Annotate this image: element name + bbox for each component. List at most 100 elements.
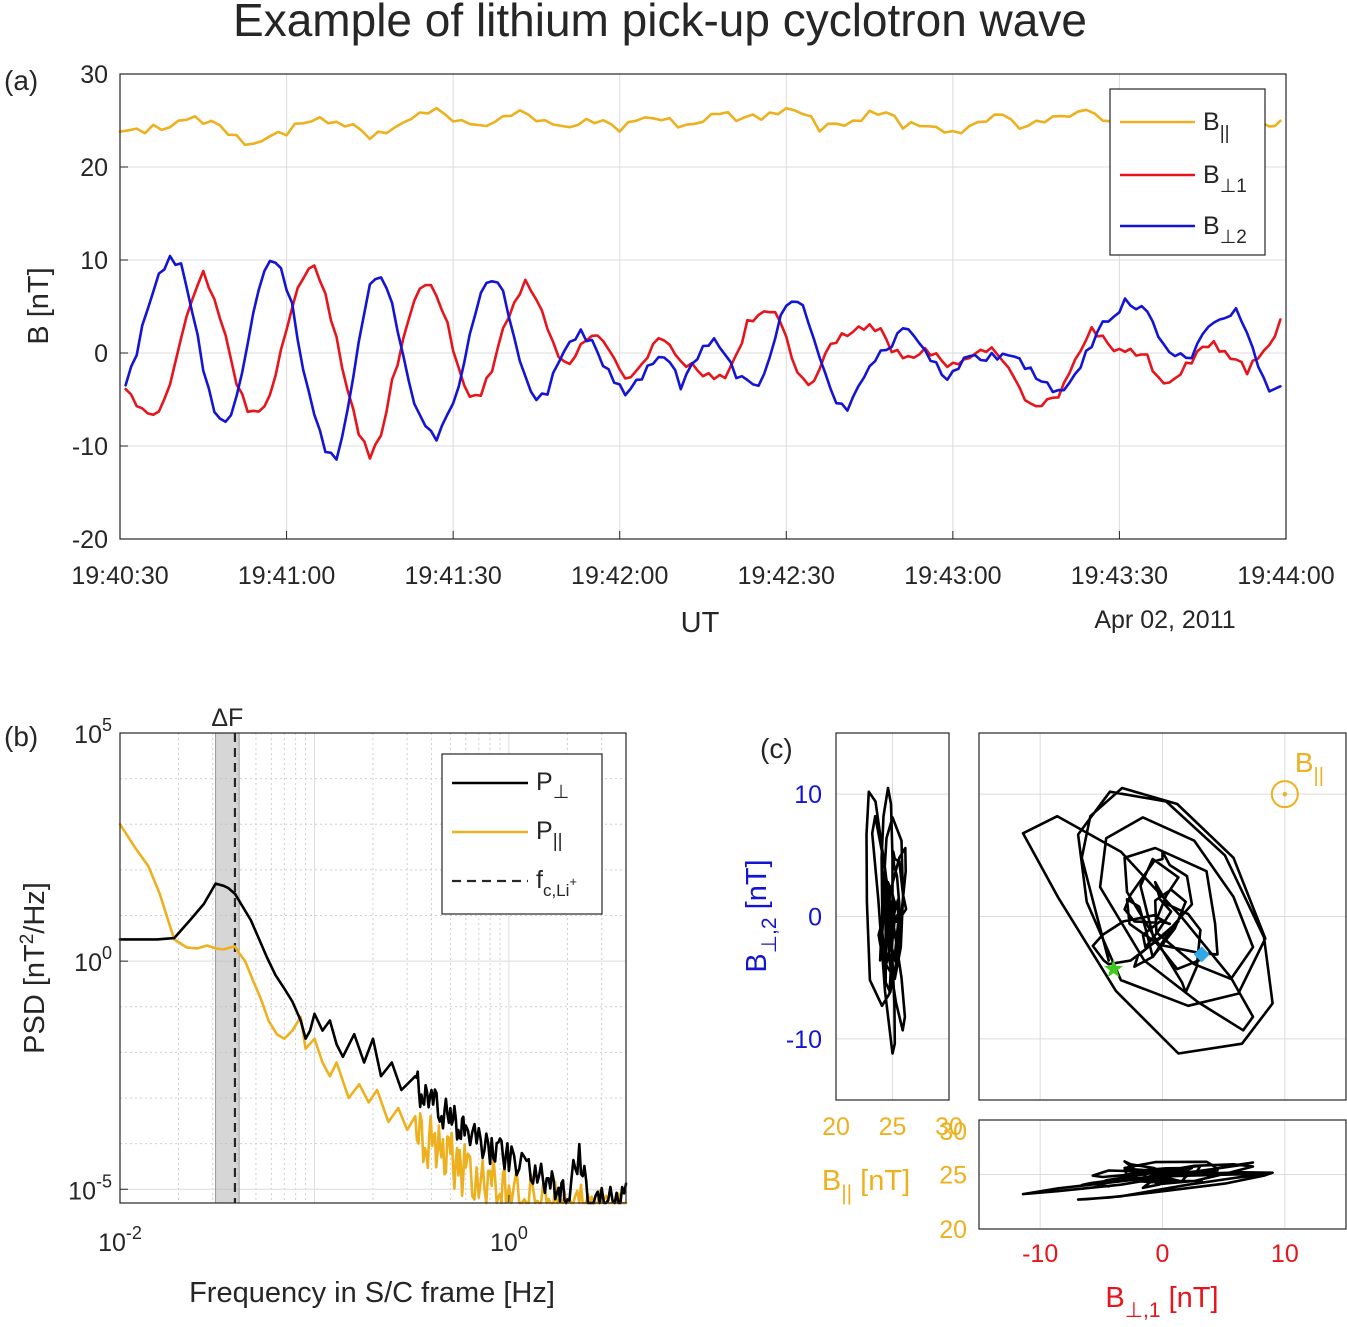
c-left-xtick-label-2: 30 xyxy=(935,1113,963,1141)
end-diamond-marker xyxy=(1193,946,1210,963)
panel-c-label: (c) xyxy=(760,733,793,764)
bperp1-axis-label: B⊥,1 [nT] xyxy=(1105,1282,1218,1322)
panel-a-ylabel: B [nT] xyxy=(23,267,55,344)
c-bot-xtick-label-0: -10 xyxy=(1022,1240,1058,1268)
b-parallel-symbol-dot xyxy=(1282,791,1288,797)
a-xtick-label-7: 19:44:00 xyxy=(1237,562,1334,590)
bottom-subplot-x-ticks: -10 0 10 xyxy=(1022,1240,1299,1268)
b-parallel-annotation-sub: || xyxy=(1314,765,1324,787)
c-left-ytick-label-1: 0 xyxy=(808,904,822,932)
panel-a-date-label: Apr 02, 2011 xyxy=(1094,606,1235,634)
panel-b-legend-box xyxy=(441,753,603,915)
legend-label-bpar: B|| xyxy=(1203,108,1230,144)
legend-bperp1-sub: ⊥1 xyxy=(1220,176,1247,197)
series-ppar-line xyxy=(118,823,628,1205)
b-ytick-label-0-exp: -5 xyxy=(96,1171,112,1191)
c-left-xtick-label-0: 20 xyxy=(822,1113,850,1141)
a-ytick-label-0: -20 xyxy=(72,526,108,554)
panel-b-x-ticks: 10-2 100 xyxy=(98,1195,528,1257)
panel-b-ylabel-sup: 2 xyxy=(17,934,38,945)
bottom-subplot-y-ticks: 20 25 30 xyxy=(939,1118,967,1244)
bottom-subplot-trace xyxy=(1021,1160,1274,1201)
panel-a-x-ticks: 19:40:30 19:41:00 19:41:30 19:42:00 19:42:30… xyxy=(71,531,1335,590)
b-parallel-out-of-page-symbol xyxy=(1270,780,1299,809)
a-xtick-label-3: 19:42:00 xyxy=(571,562,668,590)
series-bperp1-line xyxy=(124,264,1282,460)
panel-b-ylabel-tail: /Hz] xyxy=(19,882,51,934)
series-bperp2-line xyxy=(124,254,1282,461)
frequency-band-shade xyxy=(215,732,240,1204)
a-xtick-label-2: 19:41:30 xyxy=(404,562,501,590)
a-xtick-label-5: 19:43:00 xyxy=(904,562,1001,590)
b-ytick-label-0-base: 10 xyxy=(68,1177,96,1205)
bpar-axis-label: B|| [nT] xyxy=(822,1165,910,1205)
panel-a-y-ticks: -20 -10 0 10 20 30 xyxy=(72,61,128,554)
b-parallel-symbol-circle xyxy=(1270,780,1299,809)
legend-pperp-main: P xyxy=(536,768,553,796)
bpar-axis-label-main: B xyxy=(822,1165,841,1197)
b-ytick-label-2-exp: 5 xyxy=(102,715,112,735)
left-subplot-trace xyxy=(865,786,908,1055)
panel-b-legend: P⊥ P|| fc,Li+ xyxy=(441,753,603,915)
legend-pperp-sub: ⊥ xyxy=(553,782,570,803)
panel-b-label: (b) xyxy=(4,721,38,752)
c-bot-ytick-label-0: 20 xyxy=(939,1216,967,1244)
bottom-subplot-axes-box xyxy=(978,1119,1347,1230)
panel-a-axes-box xyxy=(119,73,1287,540)
b-parallel-annotation-main: B xyxy=(1295,747,1314,778)
legend-bperp1-main: B xyxy=(1203,161,1220,189)
left-subplot-x-ticks: 20 25 30 xyxy=(822,1113,963,1141)
series-bpar-line xyxy=(118,104,1282,147)
bperp2-axis-label: B⊥,2 [nT] xyxy=(741,859,781,972)
b-ytick-label-0: 10-5 xyxy=(68,1171,112,1205)
legend-fc-main: f xyxy=(536,866,543,894)
b-xtick-label-0-base: 10 xyxy=(98,1229,126,1257)
legend-bpar-sub: || xyxy=(1220,123,1230,144)
panel-b-traces xyxy=(118,823,628,1205)
legend-bperp2-sub: ⊥2 xyxy=(1220,227,1247,248)
a-ytick-label-1: -10 xyxy=(72,433,108,461)
c-left-ytick-label-0: -10 xyxy=(786,1026,822,1054)
b-xtick-label-1: 100 xyxy=(490,1223,528,1257)
panel-b-axes-box xyxy=(119,732,627,1204)
legend-label-fc: fc,Li+ xyxy=(536,866,577,900)
legend-bperp2-main: B xyxy=(1203,212,1220,240)
hodogram-grid xyxy=(979,733,1346,1100)
left-subplot-axes-box xyxy=(835,732,950,1101)
panel-a-legend: B|| B⊥1 B⊥2 xyxy=(1109,88,1266,256)
b-xtick-label-0: 10-2 xyxy=(98,1223,142,1257)
bperp1-axis-label-sub: ⊥,1 xyxy=(1125,1299,1161,1322)
b-ytick-label-1-exp: 0 xyxy=(102,943,112,963)
a-xtick-label-0: 19:40:30 xyxy=(71,562,168,590)
a-ytick-label-4: 20 xyxy=(80,154,108,182)
bperp1-axis-label-tail: [nT] xyxy=(1161,1282,1219,1314)
panel-b-ylabel-main: PSD [nT xyxy=(19,944,51,1054)
panel-a-xlabel: UT xyxy=(681,607,720,639)
a-ytick-label-5: 30 xyxy=(80,61,108,89)
panel-a-legend-box xyxy=(1109,88,1266,256)
bperp2-axis-label-sub: ⊥,2 xyxy=(758,917,781,953)
bperp1-axis-label-main: B xyxy=(1105,1282,1124,1314)
b-ytick-label-1-base: 10 xyxy=(74,949,102,977)
b-parallel-annotation: B|| xyxy=(1295,747,1324,787)
c-bot-ytick-label-1: 25 xyxy=(939,1162,967,1190)
b-xtick-label-0-exp: -2 xyxy=(126,1223,142,1243)
left-subplot-y-ticks: -10 0 10 xyxy=(786,781,822,1054)
b-xtick-label-1-base: 10 xyxy=(490,1229,518,1257)
legend-fc-sup: + xyxy=(569,874,577,889)
legend-label-pperp: P⊥ xyxy=(536,768,569,803)
panel-b-xlabel: Frequency in S/C frame [Hz] xyxy=(189,1277,555,1309)
bpar-axis-label-sub: || xyxy=(841,1182,852,1205)
legend-bpar-main: B xyxy=(1203,108,1220,136)
bperp2-axis-label-main: B xyxy=(741,953,773,972)
bpar-axis-label-tail: [nT] xyxy=(852,1165,910,1197)
legend-label-ppar: P|| xyxy=(536,817,563,852)
a-xtick-label-6: 19:43:30 xyxy=(1071,562,1168,590)
legend-ppar-sub: || xyxy=(553,831,563,852)
a-xtick-label-1: 19:41:00 xyxy=(238,562,335,590)
b-ytick-label-1: 100 xyxy=(74,943,112,977)
